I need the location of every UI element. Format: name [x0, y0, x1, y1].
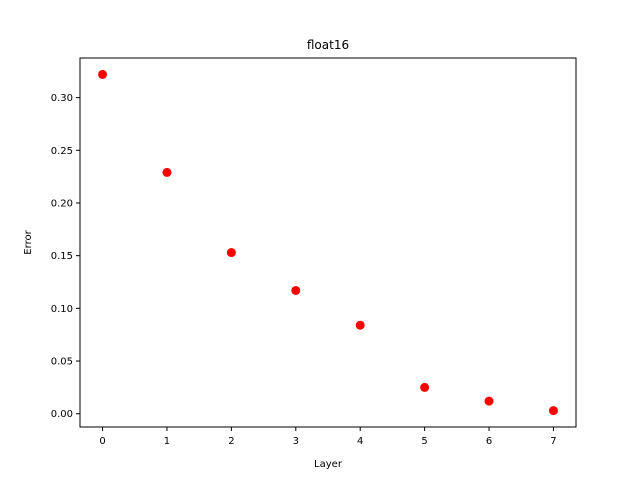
y-tick-label: 0.05 — [51, 357, 73, 368]
data-point — [484, 396, 494, 406]
x-axis-ticks: 0 1 2 3 4 5 6 7 — [99, 427, 557, 447]
x-tick-label: 5 — [421, 436, 427, 447]
plot-frame — [79, 57, 577, 428]
data-points — [98, 69, 558, 416]
data-point — [548, 406, 558, 416]
y-axis-ticks: 0.00 0.05 0.10 0.15 0.20 0.25 0.30 — [51, 93, 80, 420]
x-tick-label: 3 — [293, 436, 299, 447]
data-point — [162, 167, 172, 177]
y-tick-label: 0.25 — [51, 146, 73, 157]
x-axis-label: Layer — [314, 459, 343, 470]
y-axis-label: Error — [23, 229, 34, 254]
data-point — [226, 248, 236, 258]
data-point — [420, 382, 430, 392]
y-tick-label: 0.15 — [51, 251, 73, 262]
x-tick-label: 7 — [550, 436, 556, 447]
x-tick-label: 1 — [164, 436, 170, 447]
x-tick-label: 0 — [99, 436, 105, 447]
x-tick-label: 4 — [357, 436, 363, 447]
y-tick-label: 0.20 — [51, 198, 73, 209]
x-tick-label: 6 — [486, 436, 492, 447]
chart-title: float16 — [307, 38, 349, 52]
data-point — [291, 285, 301, 295]
data-point — [355, 320, 365, 330]
y-tick-label: 0.00 — [51, 409, 73, 420]
x-tick-label: 2 — [228, 436, 234, 447]
y-tick-label: 0.10 — [51, 304, 73, 315]
data-point — [98, 69, 108, 79]
y-tick-label: 0.30 — [51, 93, 73, 104]
